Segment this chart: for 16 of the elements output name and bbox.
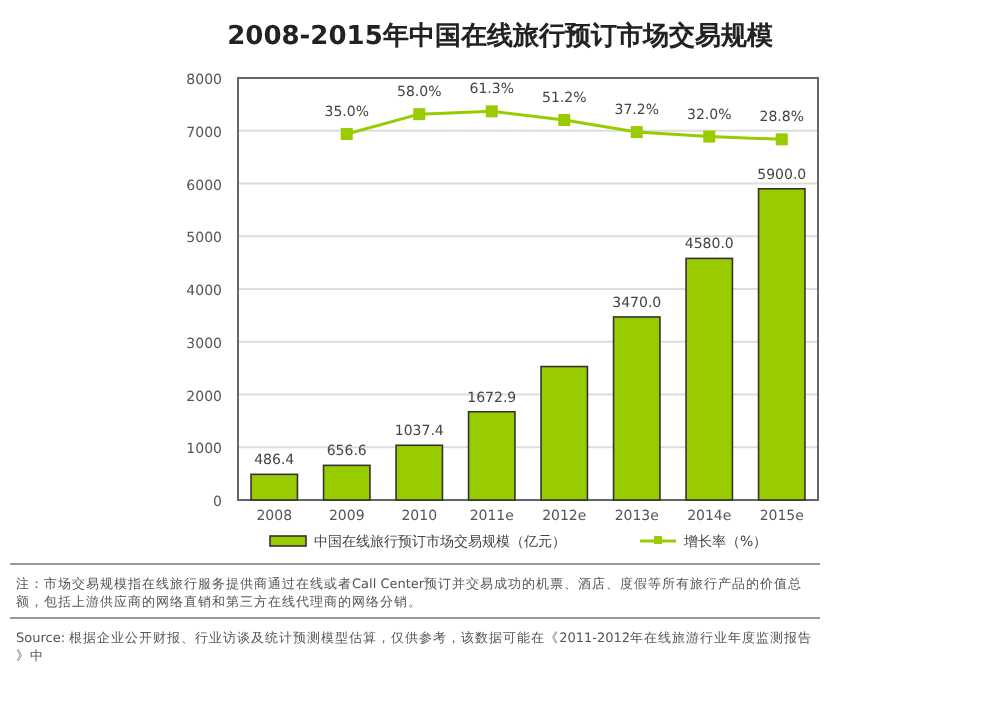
bar: [322, 464, 371, 501]
bar: [612, 316, 661, 501]
point: [485, 105, 498, 118]
chart-title: 2008-2015年中国在线旅行预订市场交易规模: [227, 20, 773, 52]
point: [630, 126, 643, 139]
point: [775, 133, 788, 146]
bar: [757, 187, 806, 501]
point: [703, 130, 716, 143]
bar: [540, 365, 589, 501]
bar: [395, 444, 444, 501]
bar: [685, 257, 734, 501]
point: [558, 114, 571, 127]
bar: [250, 473, 299, 501]
bar: [467, 410, 516, 501]
point: [413, 108, 426, 121]
point: [340, 127, 353, 140]
